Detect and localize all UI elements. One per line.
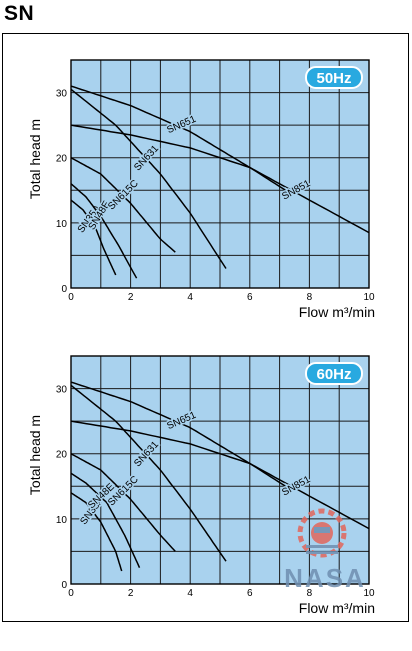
y-axis-label: Total head m — [27, 119, 43, 199]
y-tick-label: 20 — [56, 450, 68, 461]
frequency-badge — [305, 66, 363, 89]
series-curve-sn48e — [70, 472, 141, 569]
y-tick-label: 0 — [61, 284, 67, 295]
y-tick-label: 10 — [56, 515, 68, 526]
y-tick-label: 20 — [56, 154, 68, 165]
series-curve-sn35a — [70, 492, 123, 572]
plot-border — [70, 355, 370, 585]
series-curve-sn615c — [70, 453, 176, 552]
frequency-badge — [305, 362, 363, 385]
y-tick-label: 30 — [56, 89, 68, 100]
pump-curve-chart-50hz: 0 2 4 6 8 10 0 10 20 30 Total head m Flow m³/min 50H… — [27, 59, 375, 320]
x-tick-label: 0 — [68, 292, 74, 303]
x-tick-label: 0 — [68, 588, 74, 599]
series-curve-sn851 — [70, 124, 370, 234]
series-curve-sn48e — [70, 183, 138, 279]
x-tick-label: 4 — [187, 588, 193, 599]
y-axis-label: Total head m — [27, 415, 43, 495]
x-tick-label: 6 — [247, 588, 253, 599]
x-tick-label: 2 — [128, 588, 134, 599]
x-axis-label: Flow m³/min — [299, 600, 375, 616]
x-tick-label: 4 — [187, 292, 193, 303]
x-tick-label: 8 — [307, 588, 313, 599]
x-tick-label: 6 — [247, 292, 253, 303]
series-curve-sn615c — [70, 157, 176, 253]
frequency-badge-text: 60Hz — [316, 366, 351, 383]
x-axis-label: Flow m³/min — [299, 304, 375, 320]
series-curve-sn631 — [70, 384, 227, 562]
x-tick-label: 10 — [363, 292, 375, 303]
x-tick-label: 2 — [128, 292, 134, 303]
content-frame — [2, 33, 409, 622]
watermark-text: NASA — [284, 563, 366, 593]
series-curve-sn35a — [70, 199, 117, 276]
y-tick-label: 0 — [61, 580, 67, 591]
x-tick-label: 10 — [363, 588, 375, 599]
chart-panel-60hz: 0 2 4 6 8 10 0 10 20 30 Total head m Flow m³/min 60H… — [0, 351, 412, 651]
y-tick-label: 30 — [56, 385, 68, 396]
chart-panel-50hz: 0 2 4 6 8 10 0 10 20 30 Total head m Flow m³/min 50H… — [0, 55, 412, 355]
frequency-badge-text: 50Hz — [316, 70, 351, 87]
series-curve-sn631 — [70, 88, 227, 269]
page-title: SN — [4, 2, 35, 25]
series-curve-sn851 — [70, 420, 370, 530]
brand-watermark-logo: NASA — [284, 508, 366, 593]
plot-border — [70, 59, 370, 289]
x-tick-label: 8 — [307, 292, 313, 303]
y-tick-label: 10 — [56, 219, 68, 230]
